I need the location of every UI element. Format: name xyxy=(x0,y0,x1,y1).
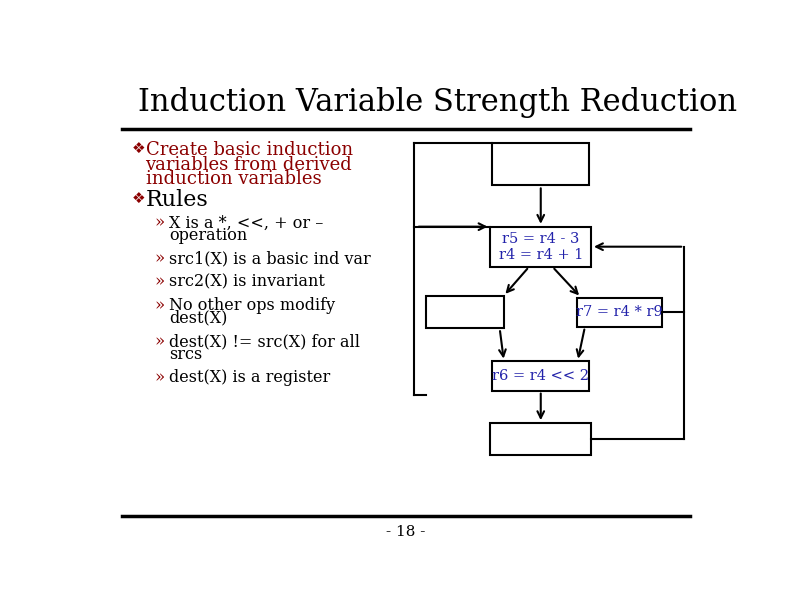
Text: - 18 -: - 18 - xyxy=(386,524,425,539)
Text: r7 = r4 * r9: r7 = r4 * r9 xyxy=(577,305,663,319)
Text: Create basic induction: Create basic induction xyxy=(146,141,352,159)
Text: ❖: ❖ xyxy=(131,141,145,156)
Text: »: » xyxy=(154,333,165,350)
Bar xyxy=(577,297,662,327)
Text: »: » xyxy=(154,250,165,267)
Text: src2(X) is invariant: src2(X) is invariant xyxy=(169,274,325,291)
Text: dest(X) != src(X) for all: dest(X) != src(X) for all xyxy=(169,333,360,350)
Bar xyxy=(490,423,591,455)
Text: r6 = r4 << 2: r6 = r4 << 2 xyxy=(493,369,589,383)
Text: r5 = r4 - 3
r4 = r4 + 1: r5 = r4 - 3 r4 = r4 + 1 xyxy=(498,231,583,262)
Text: srcs: srcs xyxy=(169,346,202,363)
Text: ❖: ❖ xyxy=(131,191,145,206)
Text: No other ops modify: No other ops modify xyxy=(169,297,335,314)
Bar xyxy=(493,143,589,185)
Text: src1(X) is a basic ind var: src1(X) is a basic ind var xyxy=(169,250,371,267)
Text: variables from derived: variables from derived xyxy=(146,156,352,174)
Bar xyxy=(493,362,589,390)
Text: induction variables: induction variables xyxy=(146,171,321,188)
Text: operation: operation xyxy=(169,228,247,244)
Text: Induction Variable Strength Reduction: Induction Variable Strength Reduction xyxy=(138,88,737,118)
Text: dest(X): dest(X) xyxy=(169,310,227,327)
Text: X is a *, <<, + or –: X is a *, <<, + or – xyxy=(169,214,323,231)
Text: »: » xyxy=(154,369,165,386)
Text: Rules: Rules xyxy=(146,189,208,211)
Bar xyxy=(490,226,591,267)
Text: dest(X) is a register: dest(X) is a register xyxy=(169,369,330,386)
Text: »: » xyxy=(154,274,165,291)
Bar xyxy=(426,296,504,328)
Text: »: » xyxy=(154,214,165,231)
Text: »: » xyxy=(154,297,165,314)
